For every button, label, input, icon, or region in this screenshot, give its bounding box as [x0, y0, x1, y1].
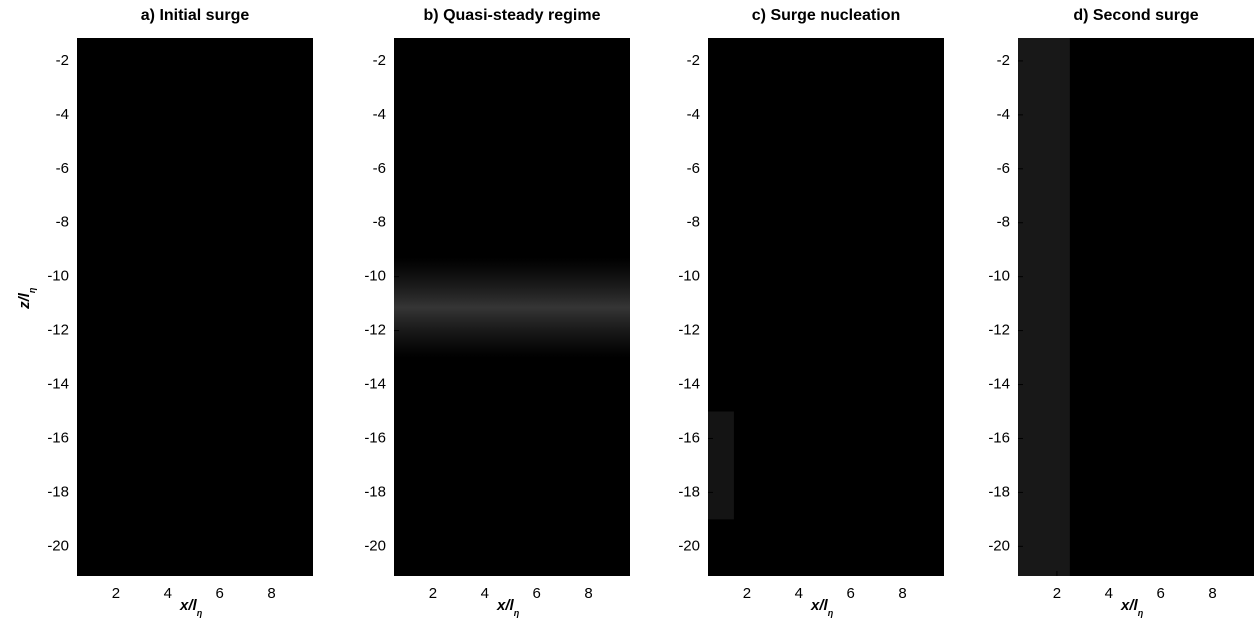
y-axis-label-subscript: η [27, 287, 37, 293]
x-axis-label-text: x/l [1120, 597, 1139, 614]
x-axis-label-subscript: η [1138, 608, 1144, 618]
bright-streak [708, 411, 734, 520]
x-tick-label: 4 [1105, 585, 1113, 602]
y-tick-label: -2 [373, 52, 386, 69]
x-tick-label: 4 [481, 585, 489, 602]
y-tick-label: -4 [56, 106, 69, 123]
y-tick-label: -8 [56, 214, 69, 231]
y-tick-label: -18 [364, 483, 386, 500]
y-tick-label: -10 [678, 268, 700, 285]
y-tick-label: -18 [47, 483, 69, 500]
x-axis-label-subscript: η [197, 608, 203, 618]
panel-title: b) Quasi-steady regime [424, 7, 601, 24]
x-axis-label: x/lη [496, 597, 520, 618]
x-tick-label: 6 [532, 585, 540, 602]
panel-title: c) Surge nucleation [752, 7, 900, 24]
bright-streak [1018, 38, 1070, 576]
y-tick-label: -18 [678, 483, 700, 500]
y-tick-label: -10 [47, 268, 69, 285]
y-tick-label: -10 [364, 268, 386, 285]
x-tick-label: 2 [1053, 585, 1061, 602]
y-tick-label: -6 [997, 160, 1010, 177]
image-panel [1018, 38, 1254, 576]
x-axis-label-subscript: η [828, 608, 834, 618]
panel-title: d) Second surge [1073, 7, 1198, 24]
bright-band [394, 257, 630, 358]
x-axis-label: x/lη [179, 597, 203, 618]
y-tick-label: -2 [687, 52, 700, 69]
y-tick-label: -12 [988, 322, 1010, 339]
x-axis-label-text: x/l [179, 597, 198, 614]
y-tick-label: -4 [687, 106, 700, 123]
x-axis-label: x/lη [1120, 597, 1144, 618]
image-panel [77, 38, 313, 576]
x-tick-label: 8 [584, 585, 592, 602]
y-tick-label: -20 [364, 537, 386, 554]
y-tick-label: -14 [678, 376, 700, 393]
x-tick-label: 6 [846, 585, 854, 602]
x-tick-label: 8 [898, 585, 906, 602]
x-tick-label: 6 [1156, 585, 1164, 602]
y-tick-label: -6 [373, 160, 386, 177]
y-tick-label: -20 [988, 537, 1010, 554]
y-tick-label: -12 [47, 322, 69, 339]
y-tick-label: -6 [687, 160, 700, 177]
y-tick-label: -2 [56, 52, 69, 69]
y-tick-label: -8 [997, 214, 1010, 231]
y-tick-label: -16 [678, 429, 700, 446]
x-axis-label: x/lη [810, 597, 834, 618]
y-axis-label: z/lη [16, 287, 37, 310]
x-tick-label: 8 [1208, 585, 1216, 602]
y-tick-label: -12 [364, 322, 386, 339]
image-panel [708, 38, 944, 576]
y-tick-label: -8 [687, 214, 700, 231]
y-tick-label: -14 [364, 376, 386, 393]
x-axis-label-text: x/l [496, 597, 515, 614]
panel-title: a) Initial surge [141, 7, 250, 24]
x-tick-label: 2 [429, 585, 437, 602]
x-axis-label-text: x/l [810, 597, 829, 614]
y-tick-label: -18 [988, 483, 1010, 500]
y-tick-label: -8 [373, 214, 386, 231]
y-tick-label: -10 [988, 268, 1010, 285]
x-tick-label: 4 [795, 585, 803, 602]
y-tick-label: -4 [997, 106, 1010, 123]
y-tick-label: -4 [373, 106, 386, 123]
x-tick-label: 4 [164, 585, 172, 602]
y-tick-label: -20 [47, 537, 69, 554]
y-tick-label: -20 [678, 537, 700, 554]
y-tick-label: -16 [47, 429, 69, 446]
y-tick-label: -16 [988, 429, 1010, 446]
y-tick-label: -16 [364, 429, 386, 446]
y-tick-label: -2 [997, 52, 1010, 69]
x-tick-label: 6 [215, 585, 223, 602]
y-tick-label: -6 [56, 160, 69, 177]
y-axis-label-text: z/l [16, 292, 33, 310]
y-tick-label: -14 [988, 376, 1010, 393]
x-axis-label-subscript: η [514, 608, 520, 618]
y-tick-label: -12 [678, 322, 700, 339]
x-tick-label: 8 [267, 585, 275, 602]
x-tick-label: 2 [743, 585, 751, 602]
y-tick-label: -14 [47, 376, 69, 393]
x-tick-label: 2 [112, 585, 120, 602]
